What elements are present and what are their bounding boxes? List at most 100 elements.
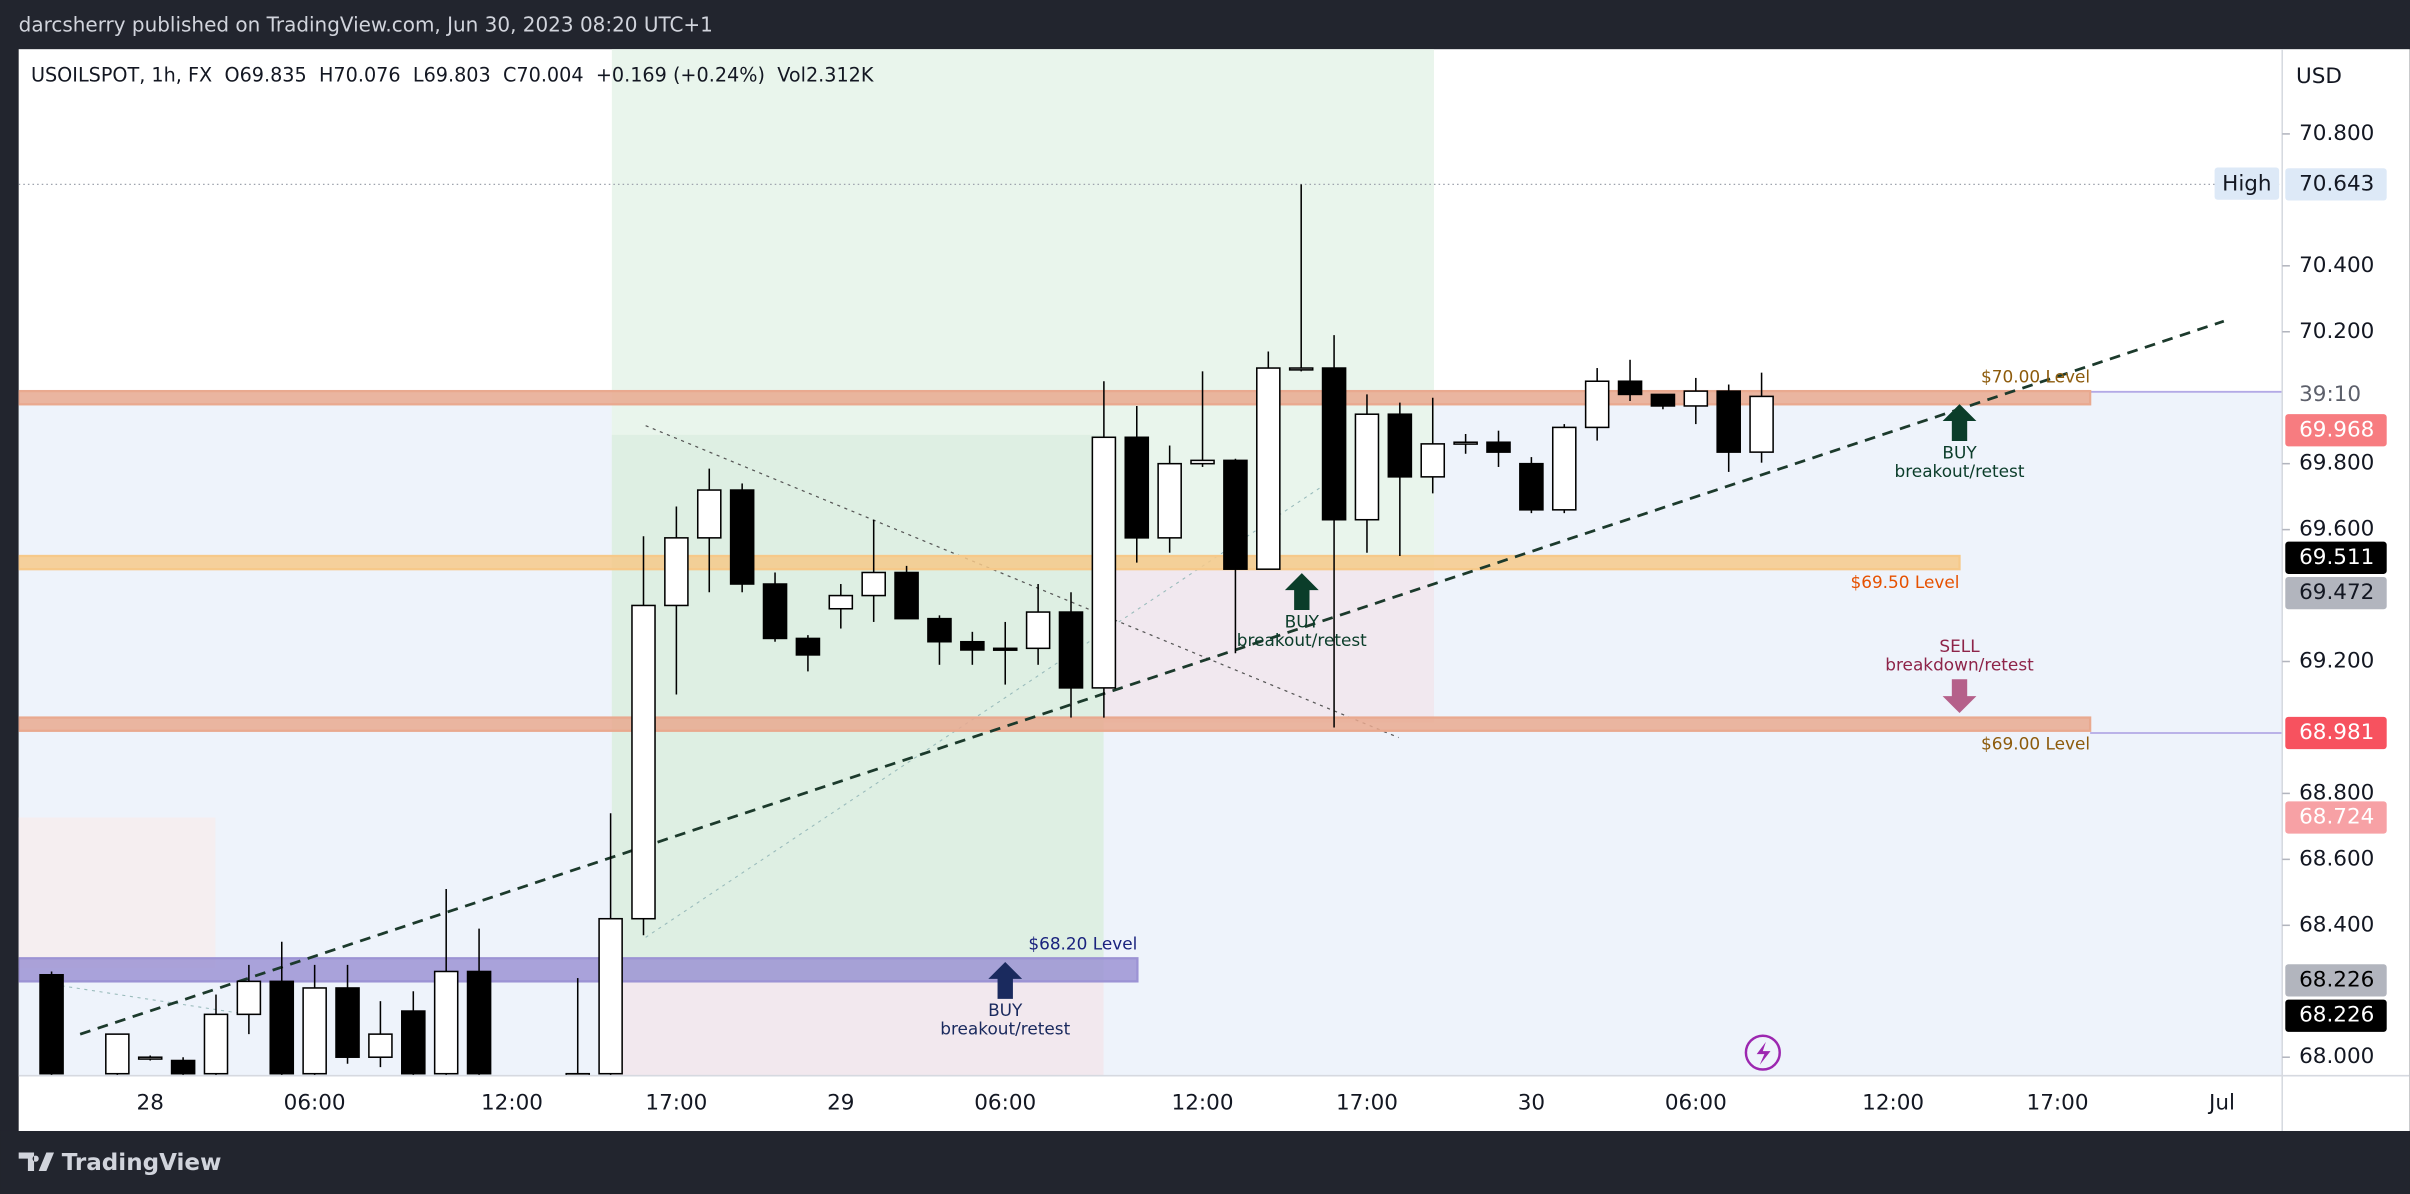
price-badge — [2285, 541, 2387, 574]
candle-body — [861, 571, 886, 597]
price-badge — [2285, 999, 2387, 1032]
publish-header: darcsherry published on TradingView.com,… — [19, 13, 713, 37]
candle-body — [1256, 367, 1281, 570]
candle-body — [203, 1013, 229, 1075]
currency-label: USD — [2296, 64, 2342, 89]
y-tick-label: 68.800 — [2299, 780, 2374, 805]
annotation-text: breakout/retest — [940, 1019, 1070, 1039]
y-tick-label: 70.800 — [2299, 121, 2374, 146]
brand-name: TradingView — [62, 1150, 222, 1176]
annotation-title: BUY — [988, 1000, 1023, 1020]
levels — [18, 389, 2092, 983]
candle-body — [302, 987, 327, 1075]
candle-body — [927, 617, 952, 643]
price-badge-text: 69.511 — [2299, 545, 2374, 570]
x-tick-label: 17:00 — [2027, 1090, 2089, 1115]
candle-body — [1584, 380, 1610, 429]
high-label-box — [2214, 167, 2280, 200]
candle-body — [466, 970, 492, 1075]
candle-body — [696, 489, 722, 539]
level-band — [18, 716, 2092, 732]
candle-body — [960, 640, 985, 651]
x-tick-label: 30 — [1518, 1090, 1545, 1115]
level-label: $69.50 Level — [1850, 572, 1959, 592]
price-badge-text: 39:10 — [2299, 382, 2361, 407]
y-tick-label: 69.600 — [2299, 517, 2374, 542]
y-tick-label: 69.800 — [2299, 451, 2374, 476]
candle-body — [236, 980, 262, 1016]
x-tick-label: 06:00 — [1665, 1090, 1727, 1115]
price-badge — [2285, 378, 2387, 412]
price-badge — [2285, 964, 2387, 997]
annotation-arrow — [988, 961, 1023, 999]
candle-body — [433, 970, 459, 1075]
trend-line — [46, 982, 247, 1015]
candle-body — [1420, 443, 1446, 478]
price-badge-text: 68.981 — [2299, 720, 2374, 745]
x-tick-label: 06:00 — [284, 1090, 346, 1115]
legend-item: O69.835 — [224, 63, 306, 86]
zone — [1103, 568, 1434, 723]
candle-body — [1551, 426, 1577, 511]
level-label: $70.00 Level — [1981, 366, 2090, 386]
price-badge-text: 68.226 — [2299, 1003, 2374, 1028]
level-band — [18, 389, 2092, 406]
candle-body — [894, 571, 919, 620]
candle-body — [335, 987, 360, 1058]
legend-item: Vol2.312K — [777, 63, 874, 86]
price-badge — [2285, 716, 2387, 750]
candle-body — [170, 1059, 196, 1075]
zone — [18, 817, 216, 969]
candle-body — [1486, 441, 1511, 453]
price-badge-text: 69.968 — [2299, 417, 2374, 442]
price-badge — [2285, 168, 2387, 201]
annotation-title: SELL — [1939, 636, 1980, 656]
candle-body — [598, 917, 623, 1075]
x-tick-label: 12:00 — [481, 1090, 543, 1115]
candle-body — [1387, 413, 1413, 478]
candle-body — [39, 974, 64, 1075]
dashed-trend-line — [79, 319, 2225, 1036]
level-band — [18, 554, 1961, 571]
candle-body — [729, 489, 755, 585]
candle-body — [368, 1033, 393, 1058]
candles — [39, 184, 1774, 1076]
annotation-title: BUY — [1942, 442, 1977, 462]
candle-body — [1025, 611, 1051, 650]
annotation-text: breakout/retest — [1895, 461, 2025, 481]
event-icon[interactable] — [1744, 1034, 1781, 1071]
annotation-text: breakout/retest — [1237, 630, 1367, 650]
annotation-title: BUY — [1285, 611, 1320, 631]
zone — [611, 434, 1104, 981]
annotations: BUYbreakout/retestBUYbreakout/retestBUYb… — [940, 404, 2034, 1039]
high-label: High — [2222, 171, 2271, 196]
y-tick-label: 68.000 — [2299, 1044, 2374, 1069]
candle-body — [664, 537, 689, 607]
candle-body — [1288, 367, 1314, 371]
y-tick-label: 70.200 — [2299, 319, 2374, 344]
candle-body — [269, 980, 295, 1075]
level-band — [18, 957, 1139, 983]
legend: USOILSPOT, 1h, FX O69.835 H70.076 L69.803 C7… — [31, 63, 874, 86]
brand-logo — [18, 1152, 55, 1171]
x-tick-label: 17:00 — [1336, 1090, 1398, 1115]
price-badge-text: 69.472 — [2299, 580, 2374, 605]
trend-line — [645, 475, 1338, 938]
x-tick-label: Jul — [2207, 1090, 2235, 1115]
candle-body — [1124, 436, 1150, 539]
footer-bar — [0, 1130, 2410, 1194]
x-tick-label: 28 — [137, 1090, 164, 1115]
x-tick-label: 12:00 — [1862, 1090, 1924, 1115]
candle-body — [1650, 393, 1676, 407]
candle-body — [1354, 413, 1380, 521]
annotation-arrow — [1942, 404, 1977, 442]
price-badge-text: 68.226 — [2299, 967, 2374, 992]
event-icon-bolt — [1756, 1041, 1771, 1065]
annotation-arrow — [1942, 679, 1977, 714]
candle-body — [401, 1010, 426, 1075]
candle-body — [828, 594, 854, 610]
price-badge-text: 70.643 — [2299, 171, 2374, 196]
level-label: $68.20 Level — [1028, 933, 1137, 953]
